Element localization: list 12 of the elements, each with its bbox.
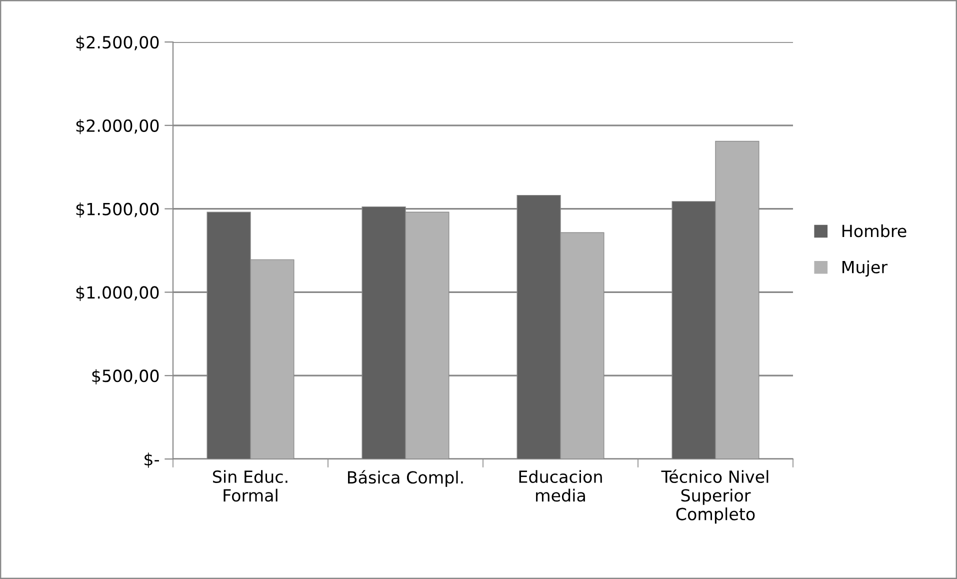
x-tick-label: Básica Compl. bbox=[348, 470, 463, 487]
legend-label: Hombre bbox=[842, 224, 906, 238]
y-tick-label: $2.500,00 bbox=[76, 36, 159, 51]
x-tick-label: Educacion media bbox=[519, 470, 602, 502]
x-tick-label: Técnico Nivel Superior Completo bbox=[661, 469, 768, 524]
y-tick-label: $1.000,00 bbox=[76, 286, 159, 301]
y-tick-label: $- bbox=[144, 452, 159, 468]
y-tick-label: $1.500,00 bbox=[76, 202, 159, 218]
y-tick-label: $2.000,00 bbox=[76, 119, 159, 134]
y-tick-label: $500,00 bbox=[92, 369, 159, 384]
legend-label: Mujer bbox=[842, 260, 888, 277]
x-tick-label: Sin Educ. Formal bbox=[212, 470, 288, 502]
